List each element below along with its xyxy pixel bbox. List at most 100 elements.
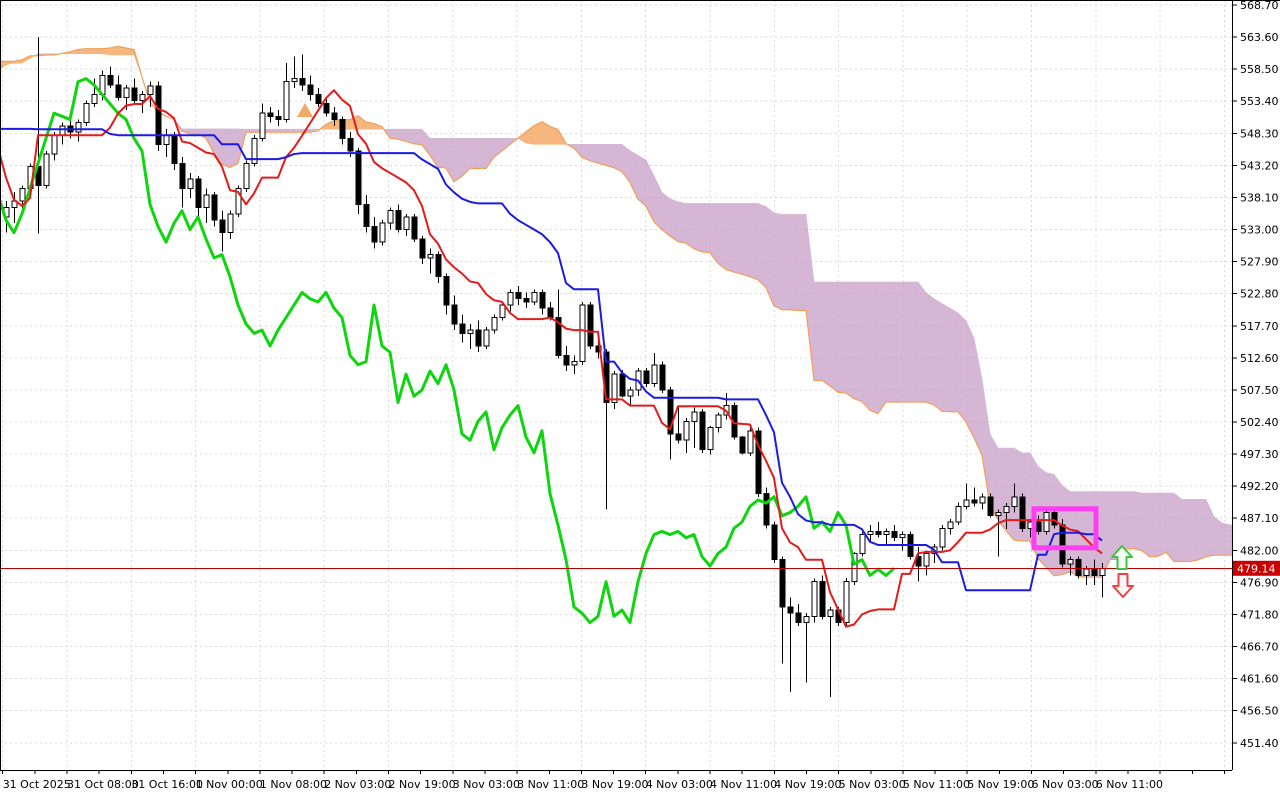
cloud-bearish-segment <box>789 214 799 311</box>
cloud-bearish-segment <box>437 138 447 169</box>
candle-body-down <box>195 178 202 209</box>
price-tick-label: 517.70 <box>1240 320 1279 333</box>
time-tick-label: 4 Nov 19:00 <box>774 778 841 791</box>
candle-body-up <box>43 153 50 187</box>
candle-body-up <box>235 188 242 215</box>
candle <box>187 172 194 199</box>
candle-body-up <box>747 430 754 454</box>
triangle-marker-icon[interactable] <box>297 103 313 117</box>
candle-body-down <box>563 354 570 366</box>
cloud-bearish-segment <box>1205 499 1215 558</box>
candle-body-up <box>683 420 690 441</box>
candle-body-up <box>707 427 714 451</box>
candle <box>419 235 426 265</box>
candle <box>131 78 138 104</box>
candle-body-up <box>947 521 954 529</box>
arrow-up-icon[interactable] <box>1111 545 1133 570</box>
price-axis[interactable]: 568.70 563.60 558.50 553.40 548.30 543.20 538.… <box>1232 0 1279 750</box>
candle-body-up <box>243 162 250 190</box>
candle-body-down <box>539 291 546 309</box>
candle-body-down <box>699 411 706 451</box>
kijun-sen-line <box>0 127 1103 592</box>
candle-body-up <box>427 254 434 259</box>
candle <box>843 577 850 626</box>
candle-body-down <box>547 307 554 319</box>
candle-body-down <box>763 493 770 526</box>
candle <box>259 103 266 142</box>
cloud-bearish-segment <box>757 202 767 289</box>
candle-body-up <box>139 93 146 102</box>
candle <box>867 525 874 541</box>
candle-body-up <box>923 552 930 567</box>
candle-body-up <box>995 512 1002 517</box>
price-tick-label: 456.50 <box>1240 705 1279 718</box>
candle <box>1083 566 1090 585</box>
candle-body-down <box>131 87 138 102</box>
cloud-bearish-segment <box>797 214 807 311</box>
price-tick-label: 466.70 <box>1240 641 1279 654</box>
candle-body-up <box>939 527 946 548</box>
plot-area[interactable] <box>0 0 1238 770</box>
cloud-bearish-segment <box>893 281 903 403</box>
candle-body-down <box>1019 496 1026 529</box>
candle-body-up <box>851 552 858 583</box>
candle <box>195 176 202 217</box>
time-tick-label: 3 Nov 11:00 <box>517 778 584 791</box>
candle-body-up <box>955 505 962 523</box>
candle-body-down <box>643 370 650 385</box>
chikou-span-line <box>0 77 896 625</box>
candle <box>667 386 674 460</box>
candle <box>579 301 586 365</box>
candle <box>891 525 898 541</box>
candle-body-up <box>1067 559 1074 565</box>
highlight-rectangle[interactable] <box>1031 506 1099 551</box>
candle <box>627 386 634 406</box>
price-tick-label: 451.40 <box>1240 737 1279 750</box>
candle <box>275 110 282 126</box>
candle-body-up <box>123 87 130 98</box>
cloud-bearish-segment <box>973 337 983 456</box>
candle <box>651 352 658 387</box>
candle <box>115 75 122 101</box>
time-tick-label: 6 Nov 03:00 <box>1032 778 1099 791</box>
cloud-bearish-segment <box>477 138 487 169</box>
candle <box>331 106 338 126</box>
candle <box>283 62 290 123</box>
cloud-bearish-segment <box>197 128 207 139</box>
candle <box>427 248 434 274</box>
candle <box>315 88 322 107</box>
candle <box>699 408 706 453</box>
arrow-down-icon[interactable] <box>1112 573 1134 598</box>
candle-body-down <box>739 436 746 454</box>
candle <box>107 66 114 89</box>
cloud-bearish-segment <box>901 281 911 403</box>
candle-body-up <box>883 530 890 536</box>
candle-body-down <box>115 84 122 98</box>
candle-body-down <box>819 581 826 617</box>
cloud-bearish-segment <box>429 138 439 169</box>
candlesticks[interactable] <box>3 37 1106 697</box>
candle-body-up <box>859 534 866 554</box>
candle <box>787 597 794 692</box>
cloud-bearish-segment <box>1197 499 1207 561</box>
candle <box>443 273 450 315</box>
price-tick-label: 548.30 <box>1240 127 1279 140</box>
candle-body-up <box>803 615 810 624</box>
candle <box>1051 509 1058 529</box>
cloud-bearish-segment <box>837 281 847 394</box>
candle <box>1075 556 1082 579</box>
candle-body-up <box>1083 568 1090 576</box>
candle-body-down <box>667 389 674 435</box>
candle <box>779 556 786 664</box>
candle-body-down <box>1051 512 1058 526</box>
candle-body-down <box>891 530 898 539</box>
cloud-bearish-segment <box>1157 492 1167 557</box>
cloud-bearish-segment <box>1141 492 1151 558</box>
cloud-bearish-segment <box>685 203 695 250</box>
candle <box>75 119 82 142</box>
cloud-bearish-segment <box>949 307 959 413</box>
candle-body-down <box>1075 559 1082 576</box>
cloud-bearish-segment <box>1005 447 1015 541</box>
